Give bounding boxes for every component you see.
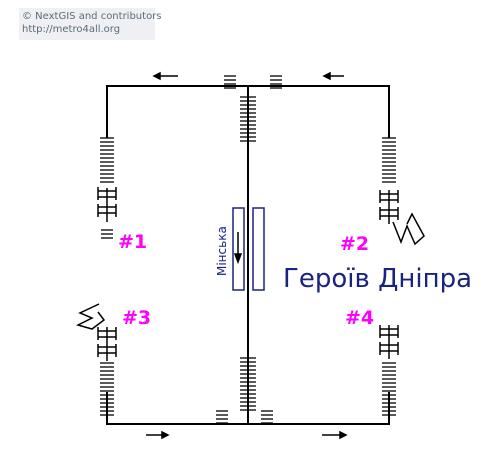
- arrow-right-icon: [322, 430, 348, 440]
- arrow-left-icon: [152, 71, 178, 81]
- platform-track-left: [232, 207, 245, 291]
- stairs-icon: [100, 137, 114, 183]
- stairs-icon: [382, 137, 396, 183]
- stairs-icon: [240, 357, 256, 411]
- turnstiles: [97, 187, 399, 361]
- exit-label-1: #1: [118, 231, 147, 253]
- direction-arrows: [146, 71, 348, 440]
- stairs-icon: [270, 75, 282, 89]
- exit-label-3: #3: [122, 307, 151, 329]
- attribution-url: http://metro4all.org: [22, 24, 121, 35]
- platform: Мінська: [215, 207, 265, 291]
- arrow-right-icon: [146, 430, 170, 440]
- stairs-icon: [216, 410, 228, 424]
- arrow-left-icon: [322, 71, 344, 81]
- stairs-icon: [224, 75, 236, 89]
- stairs-icon: [261, 410, 273, 424]
- exit-label-2: #2: [340, 233, 369, 255]
- stairs-icon: [240, 96, 256, 142]
- train-direction-arrow-icon: [233, 232, 243, 265]
- stairs-layer: [100, 75, 396, 424]
- exit-zigzag-icon: [75, 303, 106, 330]
- stairs-icon: [100, 362, 114, 416]
- platform-track-right: [252, 207, 265, 291]
- turnstile-icon: [379, 325, 399, 359]
- exit-label-4: #4: [345, 307, 374, 329]
- attribution-copyright: © NextGIS and contributors: [22, 11, 162, 22]
- turnstile-icon: [97, 327, 117, 361]
- exit-zigzag-icon: [392, 212, 425, 246]
- stairs-icon: [101, 229, 113, 239]
- turnstile-icon: [97, 187, 117, 222]
- corridor-lines: [106, 85, 390, 425]
- station-name: Героїв Дніпра: [283, 264, 472, 294]
- turnstile-icon: [379, 190, 399, 224]
- attribution-box: © NextGIS and contributors http://metro4…: [19, 8, 162, 40]
- stairs-icon: [382, 362, 396, 416]
- exit-zigzags: [75, 212, 425, 330]
- platform-direction-label: Мінська: [215, 226, 229, 276]
